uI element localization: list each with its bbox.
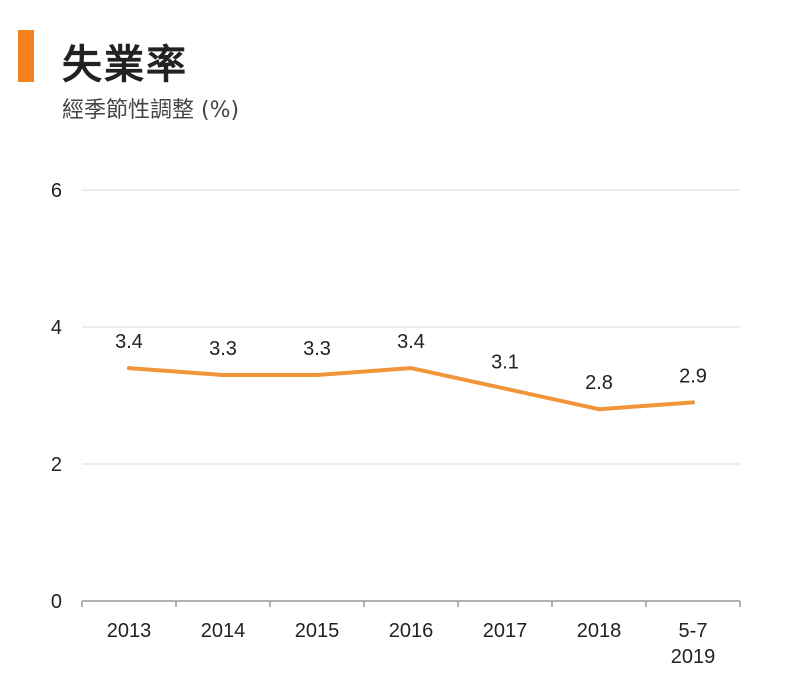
data-point [127,366,131,371]
x-tick-label: 2017 [483,620,528,642]
data-point [597,407,601,412]
data-label: 3.3 [303,338,331,360]
data-point [691,400,695,405]
title-accent-bar [18,30,34,82]
data-label: 3.3 [209,338,237,360]
chart-title: 失業率 [62,42,188,88]
x-tick-label: 2016 [389,620,434,642]
chart-subtitle: 經季節性調整 (%) [62,98,240,123]
x-tick-label: 5-7 [679,620,708,642]
x-tick-label: 2014 [201,620,246,642]
data-point [315,372,319,377]
data-point [503,386,507,391]
x-tick-label: 2015 [295,620,340,642]
x-tick-label: 2013 [107,620,152,642]
x-tick-label: 2018 [577,620,622,642]
data-label: 3.4 [397,331,425,353]
data-label: 2.9 [679,365,707,387]
y-tick-label: 6 [51,180,62,202]
y-tick-label: 4 [51,317,62,339]
x-tick-label: 2019 [671,646,716,668]
data-label: 2.8 [585,372,613,394]
data-label: 3.4 [115,331,143,353]
y-tick-label: 0 [51,591,62,613]
y-tick-label: 2 [51,454,62,476]
data-point [409,366,413,371]
data-point [221,372,225,377]
data-label: 3.1 [491,352,519,374]
